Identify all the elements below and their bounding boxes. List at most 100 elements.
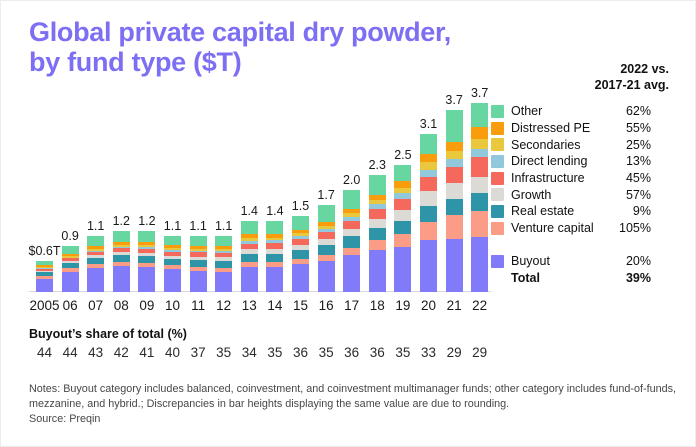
bar-segment-secondaries — [394, 187, 412, 193]
bar-segment-venture-capital — [240, 262, 258, 268]
infrastructure-swatch-icon — [491, 171, 504, 185]
bar-segment-infrastructure — [420, 177, 437, 192]
buyout-share-value: 34 — [241, 345, 257, 360]
title-line-2: by fund type ($T) — [29, 47, 242, 78]
bar-segment-growth — [138, 252, 156, 256]
bar-segment-secondaries — [471, 138, 489, 150]
bar-segment-other — [164, 235, 181, 246]
bar-segment-other — [240, 220, 258, 235]
bar-segment-other — [317, 205, 335, 222]
bar-segment-direct-lending — [138, 247, 156, 249]
bar-segment-growth — [240, 249, 258, 255]
bar-segment-real-estate — [394, 221, 412, 235]
x-axis-year-label: 2005 — [29, 298, 60, 313]
bar-21 — [445, 110, 463, 292]
bar-value-label: 1.1 — [214, 218, 233, 233]
x-axis-year-label: 17 — [344, 298, 360, 313]
bar-segment-venture-capital — [215, 267, 233, 273]
growth-swatch-icon — [491, 188, 504, 202]
bar-17 — [343, 190, 361, 292]
footnotes: Notes: Buyout category includes balanced… — [29, 383, 676, 411]
bar-22 — [471, 103, 489, 292]
bar-value-label: 1.1 — [86, 218, 105, 233]
x-axis-year-label: 08 — [113, 298, 129, 313]
bar-segment-venture-capital — [317, 254, 335, 262]
x-axis-year-label: 18 — [369, 298, 385, 313]
title-line-1: Global private capital dry powder, — [29, 17, 451, 47]
bar-segment-secondaries — [240, 238, 258, 241]
bar-segment-other — [87, 235, 105, 247]
legend-label: Other — [511, 104, 543, 119]
x-axis-year-label: 11 — [191, 298, 206, 313]
bar-20 — [420, 133, 437, 292]
comparison-header: 2022 vs. 2017-21 avg. — [501, 62, 669, 93]
x-axis-year-label: 22 — [472, 298, 488, 313]
bar-segment-buyout — [112, 266, 130, 292]
bar-segment-growth — [266, 248, 284, 254]
bar-segment-real-estate — [445, 198, 463, 216]
x-axis-year-label: 21 — [446, 298, 462, 313]
bar-segment-secondaries — [343, 213, 361, 217]
distressed-pe-swatch-icon — [491, 121, 504, 135]
bar-segment-buyout — [368, 249, 386, 292]
bar-segment-venture-capital — [394, 234, 412, 248]
bar-segment-infrastructure — [112, 248, 130, 253]
bar-segment-other — [368, 174, 386, 195]
bar-segment-real-estate — [240, 254, 258, 263]
bar-segment-secondaries — [215, 248, 233, 251]
bar-06 — [61, 246, 79, 292]
bar-segment-distressed-pe — [292, 229, 309, 234]
bar-segment-growth — [36, 270, 53, 273]
bar-segment-direct-lending — [189, 250, 207, 253]
bar-segment-infrastructure — [317, 232, 335, 239]
bar-segment-growth — [87, 255, 105, 258]
bar-segment-venture-capital — [368, 239, 386, 250]
buyout-share-value: 35 — [318, 345, 334, 360]
bar-segment-venture-capital — [36, 276, 53, 279]
x-axis-year-label: 12 — [216, 298, 232, 313]
bar-segment-infrastructure — [240, 243, 258, 250]
buyout-share-value: 41 — [139, 345, 155, 360]
bar-segment-distressed-pe — [420, 154, 437, 163]
bar-segment-growth — [112, 252, 130, 256]
buyout-share-value: 43 — [88, 345, 104, 360]
bar-segment-buyout — [394, 247, 412, 292]
bar-value-label: 2.0 — [342, 173, 361, 187]
bar-19 — [394, 164, 412, 293]
page-title: Global private capital dry powder, by fu… — [29, 17, 629, 77]
bar-segment-infrastructure — [368, 209, 386, 220]
buyout-share-value: 36 — [292, 345, 309, 360]
bar-09 — [138, 230, 156, 292]
bar-segment-growth — [189, 256, 207, 261]
bar-segment-real-estate — [87, 257, 105, 265]
bar-segment-other — [189, 235, 207, 246]
bar-segment-growth — [317, 238, 335, 246]
buyout-share-value: 42 — [113, 345, 129, 360]
bar-segment-direct-lending — [266, 240, 284, 244]
bar-segment-direct-lending — [240, 240, 258, 244]
bar-segment-infrastructure — [292, 238, 309, 246]
bar-segment-direct-lending — [368, 204, 386, 210]
bar-2005 — [36, 261, 53, 292]
bar-segment-real-estate — [215, 261, 233, 268]
bar-value-label: 1.5 — [291, 198, 310, 213]
x-axis-year-label: 19 — [395, 298, 411, 313]
bar-value-label: 1.7 — [317, 188, 335, 203]
bar-segment-real-estate — [343, 236, 361, 248]
legend-row-growth: Growth 57% — [491, 186, 651, 203]
legend-row-other: Other 62% — [491, 103, 651, 120]
bar-segment-real-estate — [164, 258, 181, 266]
bar-segment-real-estate — [317, 245, 335, 255]
bar-07 — [87, 235, 105, 292]
legend-change-pct: 9% — [632, 204, 651, 219]
bar-segment-growth — [471, 177, 489, 193]
bar-segment-real-estate — [189, 260, 207, 267]
legend-change-pct: 105% — [619, 221, 651, 236]
legend-row-buyout: Buyout 20% — [491, 253, 651, 270]
bar-segment-venture-capital — [292, 258, 309, 265]
bar-segment-growth — [420, 191, 437, 206]
x-axis-year-label: 16 — [318, 298, 334, 313]
buyout-share-value: 36 — [344, 345, 360, 360]
bar-segment-secondaries — [164, 248, 181, 251]
bar-segment-venture-capital — [164, 265, 181, 270]
